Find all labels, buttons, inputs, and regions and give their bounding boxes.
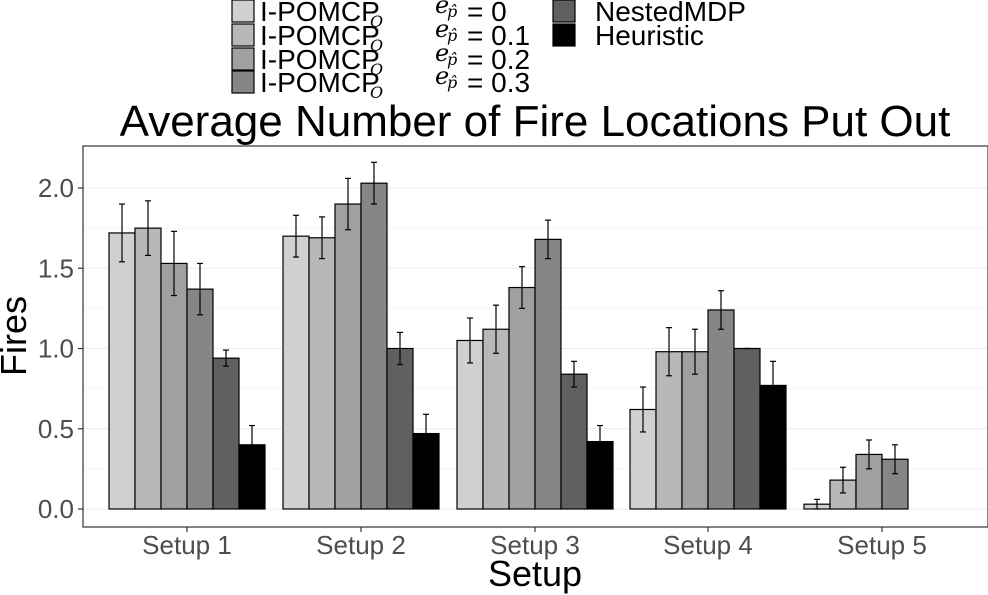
bar — [482, 328, 510, 510]
bar — [360, 182, 388, 510]
y-tick-label: 2.0 — [38, 173, 74, 203]
legend-swatch — [231, 47, 255, 71]
legend-subscript: O — [370, 36, 383, 55]
legend-subscript: O — [370, 12, 383, 31]
legend-e-symbol: e — [435, 0, 449, 19]
bar — [386, 347, 414, 510]
bar — [456, 339, 484, 510]
legend-label: NestedMDP — [595, 0, 746, 27]
bar — [134, 227, 162, 510]
bar — [508, 286, 536, 510]
legend-swatch — [552, 23, 576, 47]
x-axis-title: Setup — [488, 553, 582, 594]
legend-e-symbol: e — [435, 62, 449, 90]
legend-subscript: O — [370, 83, 383, 102]
bar — [681, 351, 709, 510]
x-axis: Setup 1 Setup 2 Setup 3 Setup 4 Setup 5 — [142, 527, 927, 560]
bar — [282, 235, 310, 510]
bar — [212, 357, 240, 510]
legend-e-subscript: p̂ — [447, 73, 457, 92]
bar — [733, 347, 761, 510]
x-tick-label: Setup 5 — [837, 530, 927, 560]
error-bars — [119, 161, 898, 510]
y-axis-title: Fires — [0, 296, 34, 376]
bar — [160, 262, 188, 510]
x-tick-label: Setup 3 — [490, 530, 580, 560]
legend-e-value: = 0.2 — [467, 44, 530, 75]
legend-e-symbol: e — [435, 39, 449, 67]
legend-swatch — [552, 0, 576, 23]
x-tick-label: Setup 4 — [663, 530, 753, 560]
legend-e-value: = 0.1 — [467, 20, 530, 51]
bar — [707, 309, 735, 510]
y-tick-label: 1.5 — [38, 253, 74, 283]
legend-label: I-POMCP — [260, 0, 380, 27]
legend-label: I-POMCP — [260, 20, 380, 51]
bar — [655, 351, 683, 510]
legend-e-subscript: p̂ — [447, 2, 457, 21]
y-tick-label: 0.0 — [38, 494, 74, 524]
legend-swatch — [231, 23, 255, 47]
legend-swatch — [231, 0, 255, 23]
bar — [186, 288, 214, 510]
legend-label: Heuristic — [595, 20, 704, 51]
x-tick-label: Setup 2 — [316, 530, 406, 560]
legend-swatch — [231, 70, 255, 94]
legend-subscript: O — [370, 60, 383, 79]
y-tick-label: 0.5 — [38, 414, 74, 444]
legend-e-subscript: p̂ — [447, 26, 457, 45]
bar — [108, 232, 136, 510]
legend-e-symbol: e — [435, 15, 449, 43]
bar — [534, 238, 562, 510]
chart-title: Average Number of Fire Locations Put Out — [120, 97, 951, 146]
y-axis: 0.0 0.5 1.0 1.5 2.0 — [38, 173, 83, 524]
legend-e-subscript: p̂ — [447, 50, 457, 69]
legend-label: I-POMCP — [260, 67, 380, 98]
legend-label: I-POMCP — [260, 44, 380, 75]
legend-e-value: = 0 — [467, 0, 507, 27]
bar — [560, 373, 588, 510]
x-tick-label: Setup 1 — [142, 530, 232, 560]
bar — [308, 237, 336, 510]
y-tick-label: 1.0 — [38, 334, 74, 364]
bar — [334, 203, 362, 510]
legend-e-value: = 0.3 — [467, 67, 530, 98]
